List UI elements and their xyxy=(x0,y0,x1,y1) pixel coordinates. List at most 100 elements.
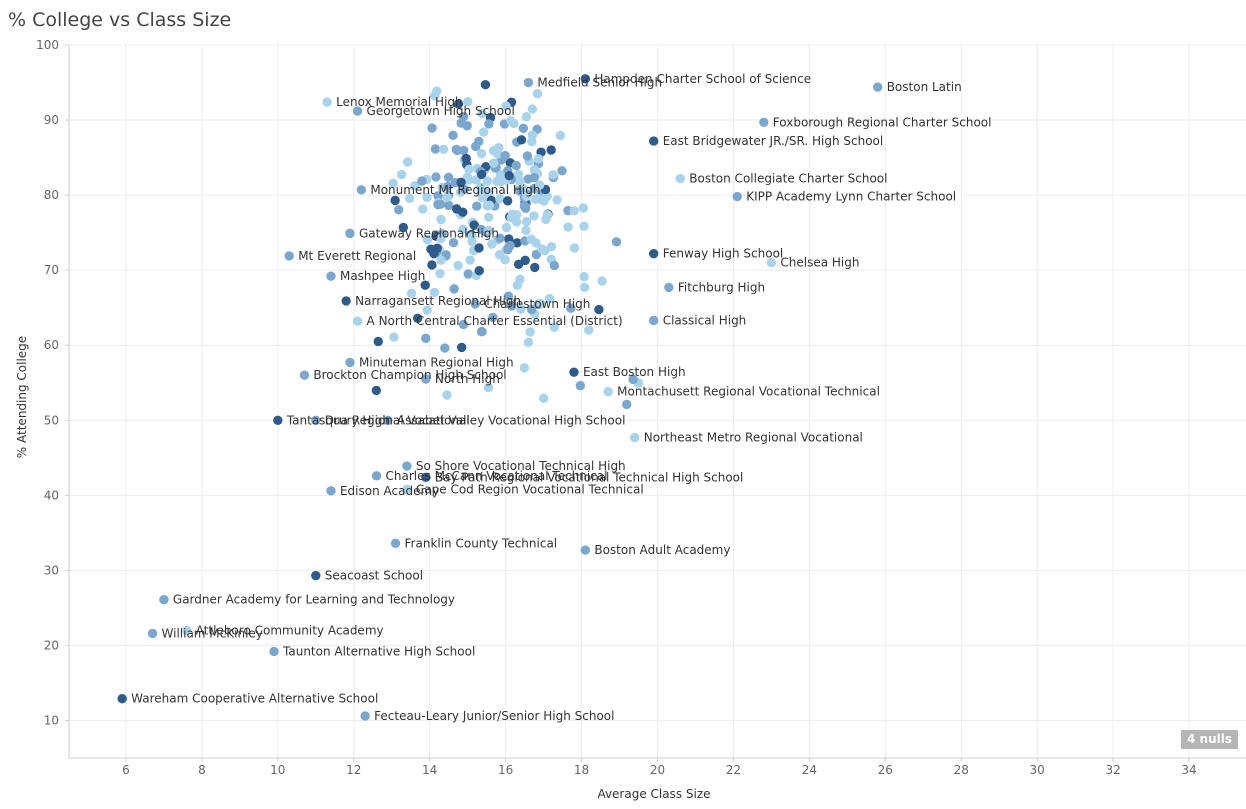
data-point-labeled[interactable] xyxy=(269,646,279,657)
data-point[interactable] xyxy=(453,99,464,109)
data-point[interactable] xyxy=(500,150,510,161)
data-point[interactable] xyxy=(569,206,579,216)
data-point[interactable] xyxy=(402,157,413,167)
data-point[interactable] xyxy=(487,239,497,249)
data-point[interactable] xyxy=(448,237,459,248)
data-point-labeled[interactable] xyxy=(345,228,355,239)
data-point[interactable] xyxy=(448,130,458,141)
data-point[interactable] xyxy=(513,169,524,180)
data-point[interactable] xyxy=(476,326,487,337)
data-point[interactable] xyxy=(521,112,532,122)
data-point[interactable] xyxy=(539,196,549,206)
data-point[interactable] xyxy=(396,169,407,180)
data-point-labeled[interactable] xyxy=(873,82,883,92)
data-point[interactable] xyxy=(458,319,469,330)
data-point[interactable] xyxy=(456,177,466,188)
data-point-labeled[interactable] xyxy=(360,711,370,721)
data-point-labeled[interactable] xyxy=(759,117,769,128)
data-point[interactable] xyxy=(478,127,489,137)
data-point[interactable] xyxy=(503,291,514,301)
data-point[interactable] xyxy=(427,123,437,133)
data-point[interactable] xyxy=(530,262,540,273)
data-point[interactable] xyxy=(418,204,428,214)
data-point[interactable] xyxy=(488,312,498,323)
data-point-labeled[interactable] xyxy=(421,374,431,384)
data-point-labeled[interactable] xyxy=(341,296,351,306)
data-point[interactable] xyxy=(546,241,557,252)
data-point[interactable] xyxy=(459,145,469,156)
data-point[interactable] xyxy=(469,220,479,230)
data-point[interactable] xyxy=(529,164,540,175)
data-point[interactable] xyxy=(529,172,539,183)
data-point[interactable] xyxy=(584,325,594,335)
data-point-labeled[interactable] xyxy=(390,538,401,549)
data-point[interactable] xyxy=(484,200,495,211)
data-point[interactable] xyxy=(495,193,505,204)
data-point[interactable] xyxy=(526,234,536,244)
data-point[interactable] xyxy=(522,151,533,161)
data-point[interactable] xyxy=(436,255,446,265)
data-point-labeled[interactable] xyxy=(159,594,169,605)
data-point[interactable] xyxy=(489,158,499,168)
data-point-labeled[interactable] xyxy=(630,432,640,443)
data-point-labeled[interactable] xyxy=(523,77,534,88)
data-point[interactable] xyxy=(523,337,534,348)
data-point[interactable] xyxy=(519,201,530,211)
data-point-labeled[interactable] xyxy=(580,74,591,84)
data-point-labeled[interactable] xyxy=(664,282,674,293)
data-point[interactable] xyxy=(405,193,415,204)
data-point[interactable] xyxy=(484,119,494,129)
data-point[interactable] xyxy=(373,336,383,347)
data-point[interactable] xyxy=(433,191,443,201)
data-point[interactable] xyxy=(532,88,543,99)
data-point[interactable] xyxy=(394,205,404,215)
data-point-labeled[interactable] xyxy=(470,299,480,309)
data-point[interactable] xyxy=(506,212,516,223)
data-point[interactable] xyxy=(622,399,632,410)
data-point[interactable] xyxy=(476,148,487,159)
data-point[interactable] xyxy=(549,322,560,333)
data-point-labeled[interactable] xyxy=(402,461,412,471)
data-point[interactable] xyxy=(569,243,580,253)
data-point[interactable] xyxy=(443,172,454,183)
data-point[interactable] xyxy=(417,176,427,186)
data-point[interactable] xyxy=(534,180,545,190)
data-point-labeled[interactable] xyxy=(326,486,336,496)
data-point-labeled[interactable] xyxy=(311,415,321,425)
data-point-labeled[interactable] xyxy=(345,357,355,368)
data-point[interactable] xyxy=(472,201,482,211)
data-point-labeled[interactable] xyxy=(147,628,158,639)
data-point[interactable] xyxy=(519,363,530,373)
data-point[interactable] xyxy=(579,282,590,293)
data-point-labeled[interactable] xyxy=(421,472,431,483)
data-point[interactable] xyxy=(546,145,556,155)
data-point[interactable] xyxy=(611,237,622,247)
data-point-labeled[interactable] xyxy=(649,248,659,259)
nulls-badge[interactable]: 4 nulls xyxy=(1181,730,1238,749)
data-point[interactable] xyxy=(429,91,440,101)
data-point[interactable] xyxy=(430,144,441,154)
data-point[interactable] xyxy=(438,144,449,155)
data-point[interactable] xyxy=(516,304,526,314)
data-point[interactable] xyxy=(390,195,400,206)
data-point[interactable] xyxy=(501,222,512,233)
data-point[interactable] xyxy=(506,301,517,311)
data-point[interactable] xyxy=(535,298,546,309)
data-point[interactable] xyxy=(422,305,432,315)
data-point[interactable] xyxy=(484,225,494,236)
data-point[interactable] xyxy=(422,234,433,245)
data-point[interactable] xyxy=(537,244,547,254)
data-point[interactable] xyxy=(458,111,469,122)
data-point[interactable] xyxy=(495,233,505,243)
data-point[interactable] xyxy=(483,383,494,393)
data-point-labeled[interactable] xyxy=(117,694,127,704)
data-point[interactable] xyxy=(509,118,519,129)
data-point[interactable] xyxy=(389,332,399,342)
data-point[interactable] xyxy=(388,178,398,189)
data-point[interactable] xyxy=(552,195,562,205)
data-point[interactable] xyxy=(515,274,525,285)
data-point[interactable] xyxy=(484,212,494,223)
data-point[interactable] xyxy=(371,385,382,396)
data-point-labeled[interactable] xyxy=(383,415,393,425)
data-point[interactable] xyxy=(406,288,417,298)
